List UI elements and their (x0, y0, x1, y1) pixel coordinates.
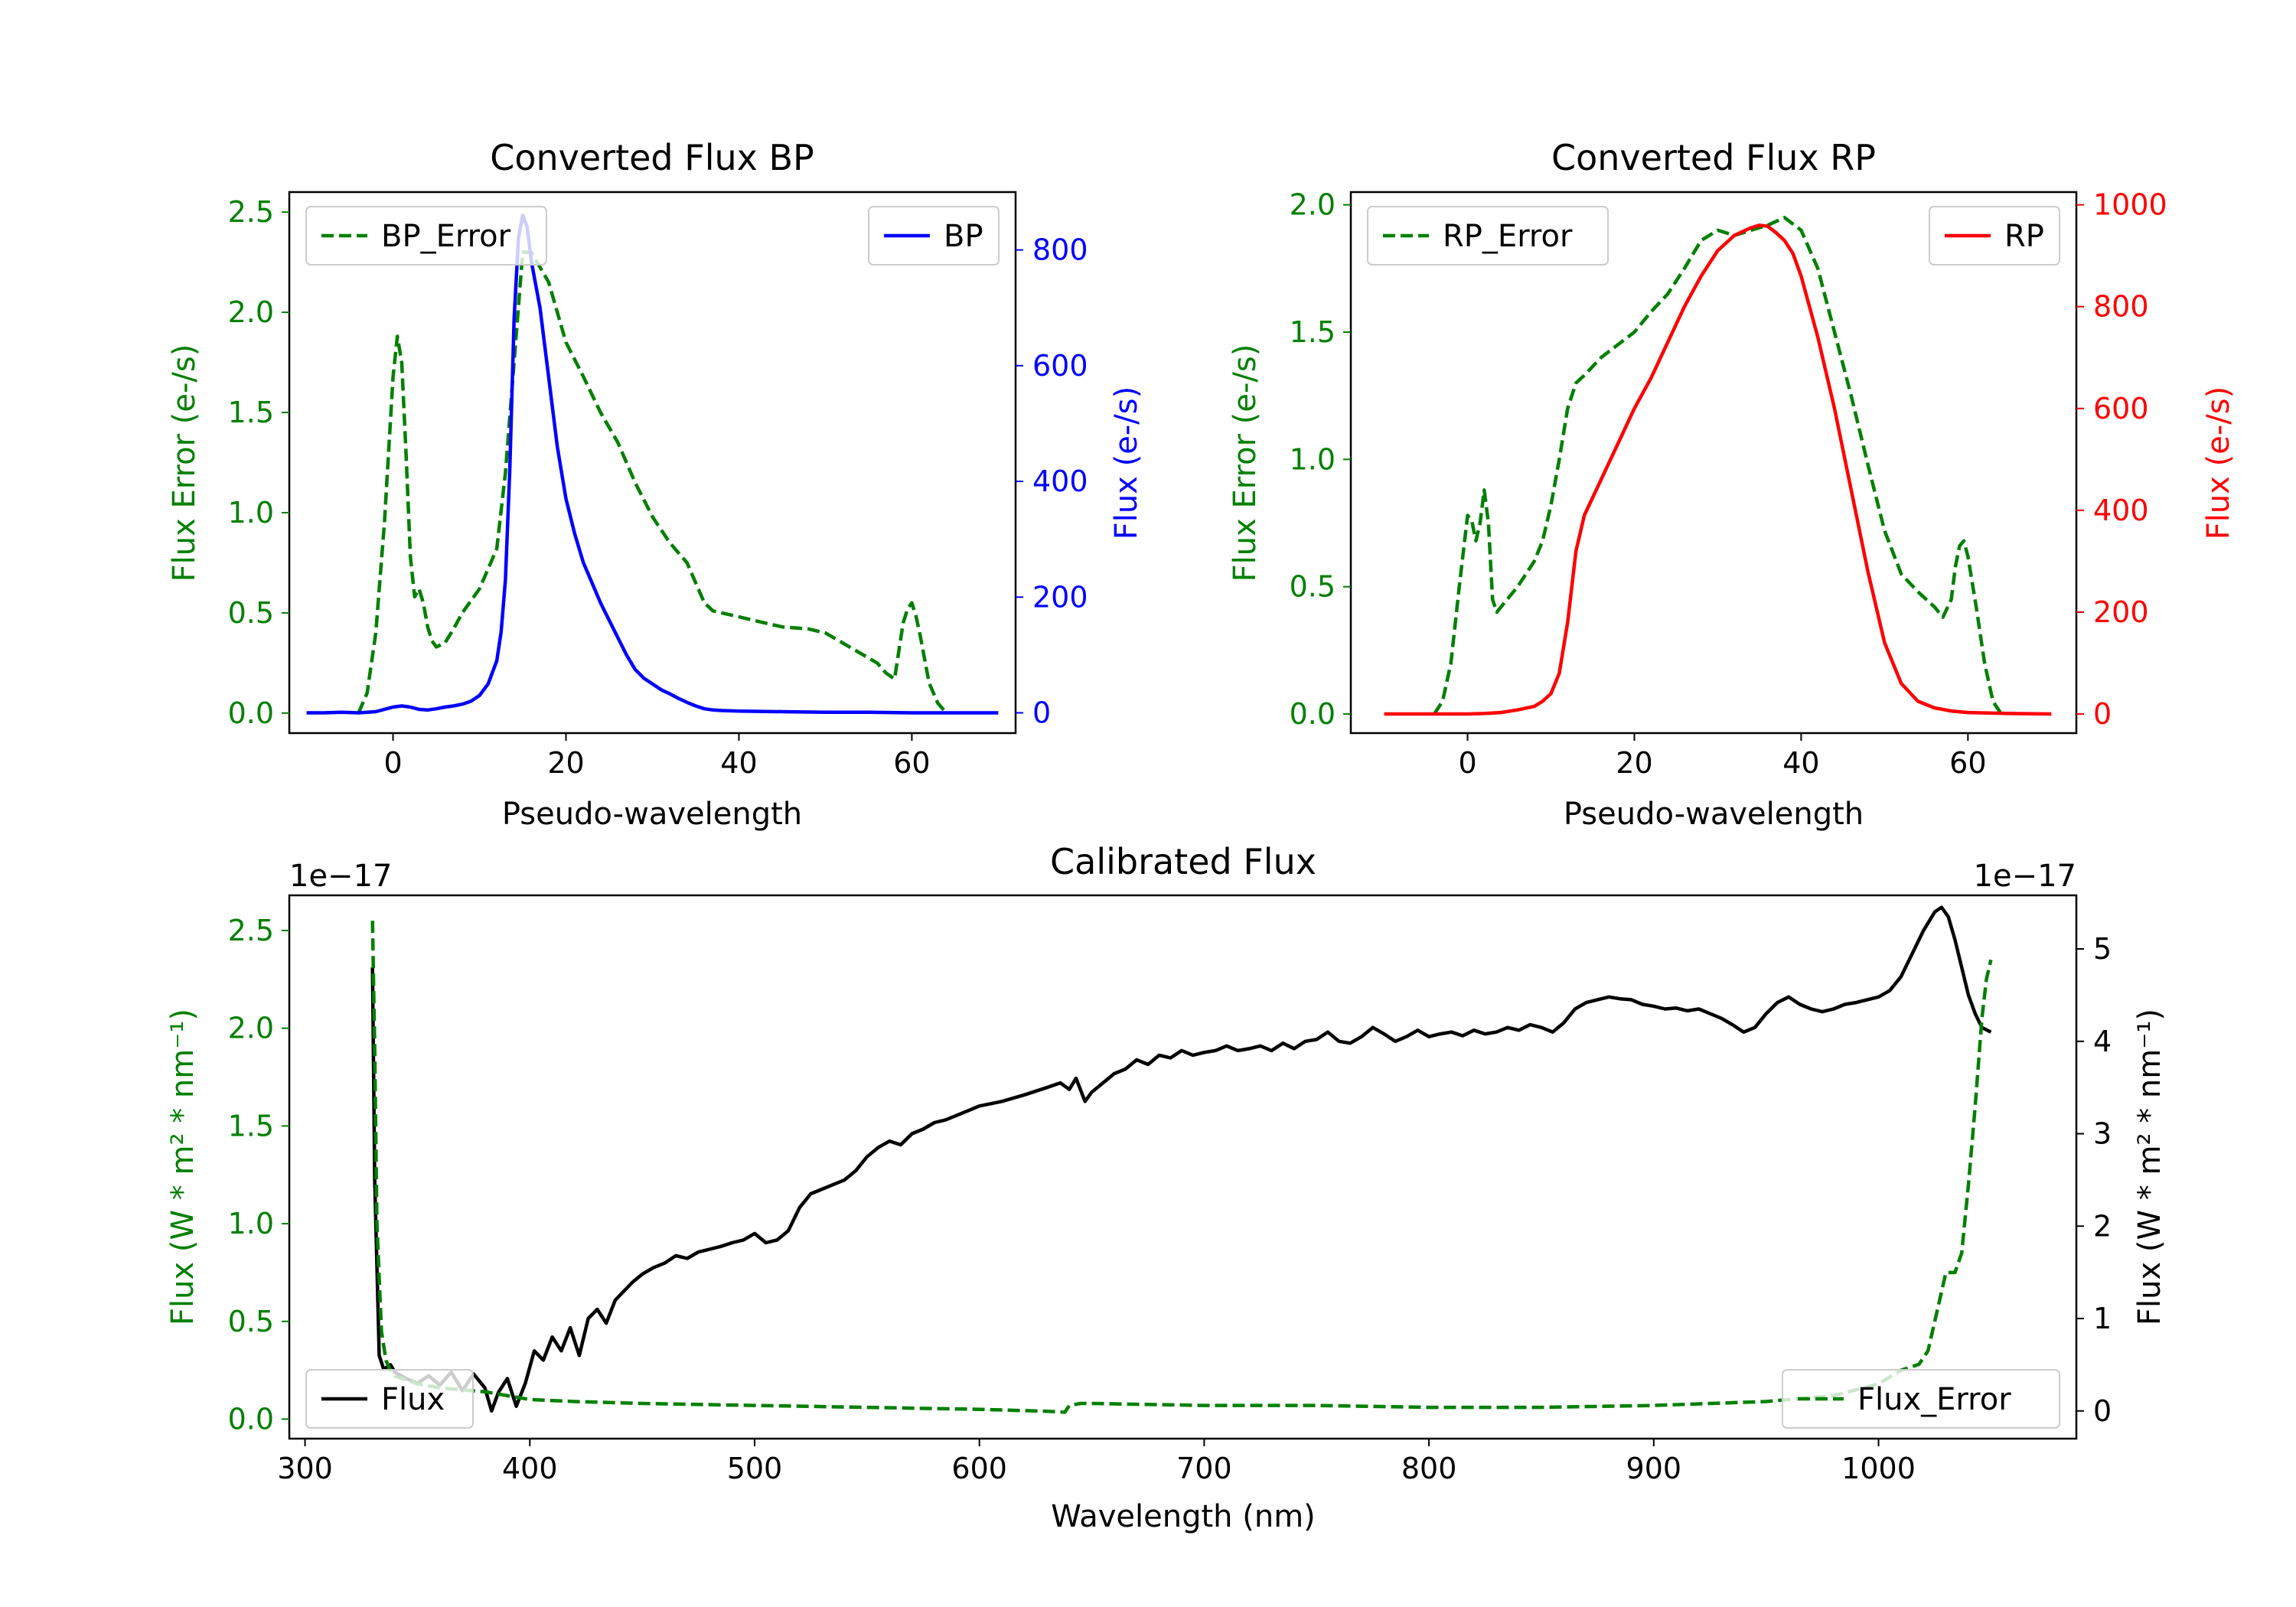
calibrated-legend-flux: Flux (305, 1369, 474, 1429)
rp-legend-rp: RP (1929, 206, 2060, 266)
calibrated-series-flux (370, 905, 1992, 1413)
bp-right-y-tick-label: 0 (1032, 696, 1051, 730)
rp-left-y-tick-label: 2.0 (1290, 188, 1336, 222)
calibrated-left-offset: 1e−17 (289, 859, 392, 894)
calibrated-right-y-tick-label: 5 (2093, 932, 2112, 966)
rp-legend-label: RP_Error (1443, 219, 1573, 254)
calibrated-left-y-tick-label: 1.5 (228, 1109, 274, 1143)
calibrated-x-axis-label: Wavelength (nm) (1051, 1499, 1316, 1534)
calibrated-right-y-tick-label: 1 (2093, 1302, 2112, 1335)
calibrated-x-tick-label: 300 (277, 1452, 333, 1485)
calibrated-right-y-tick-label: 3 (2093, 1117, 2112, 1151)
calibrated-legend-flux-error: Flux_Error (1782, 1369, 2060, 1429)
bp-right-y-tick-label: 800 (1032, 233, 1088, 267)
calibrated-x-tick-label: 500 (727, 1452, 783, 1485)
bp-left-y-tick-label: 1.0 (228, 496, 274, 530)
rp-plot-frame (1349, 191, 2078, 735)
rp-series-rp-error (1433, 216, 2003, 715)
calibrated-left-axis-label: Flux (W * m² * nm⁻¹) (165, 1009, 201, 1325)
bp-left-y-tick-label: 0.5 (228, 596, 274, 630)
calibrated-panel: Calibrated Flux Wavelength (nm) 1e−17 1e… (165, 841, 2167, 1534)
bp-left-y-tick-label: 1.5 (228, 396, 274, 429)
rp-x-tick-label: 20 (1616, 746, 1652, 780)
bp-left-axis-label: Flux Error (e-/s) (167, 344, 202, 582)
bp-x-tick-label: 60 (893, 746, 930, 780)
calibrated-right-axis-label: Flux (W * m² * nm⁻¹) (2132, 1009, 2167, 1325)
rp-right-axis-label: Flux (e-/s) (2201, 386, 2236, 539)
calibrated-plot-frame (288, 894, 2078, 1440)
rp-x-tick-label: 0 (1458, 746, 1476, 780)
calibrated-x-tick-label: 1000 (1841, 1452, 1916, 1485)
calibrated-x-tick-label: 800 (1401, 1452, 1457, 1485)
bp-series-bp (306, 213, 999, 715)
bp-title: Converted Flux BP (490, 137, 814, 178)
calibrated-left-y-tick-label: 2.0 (228, 1012, 274, 1045)
bp-legend-bp: BP (868, 206, 1000, 266)
bp-x-tick-label: 40 (720, 746, 757, 780)
bp-panel: Converted Flux BP Pseudo-wavelength Flux… (167, 137, 1144, 832)
bp-x-tick-label: 20 (547, 746, 584, 780)
rp-right-y-tick-label: 600 (2093, 392, 2149, 425)
calibrated-x-tick-label: 700 (1176, 1452, 1232, 1485)
rp-left-y-tick-label: 1.0 (1290, 442, 1336, 476)
calibrated-title: Calibrated Flux (1050, 841, 1316, 882)
bp-left-y-tick-label: 2.5 (228, 195, 274, 229)
bp-series-bp-error (357, 250, 948, 715)
rp-x-tick-label: 60 (1949, 746, 1986, 780)
calibrated-legend-label: Flux (381, 1382, 445, 1417)
calibrated-left-axis-label-text: Flux (W * m² * nm⁻¹) (165, 1009, 201, 1325)
bp-legend-label: BP (944, 219, 983, 254)
rp-left-y-tick-label: 0.5 (1290, 570, 1336, 604)
rp-legend-rp-error: RP_Error (1367, 206, 1609, 266)
calibrated-right-y-tick-label: 2 (2093, 1209, 2112, 1243)
rp-right-y-tick-label: 200 (2093, 595, 2149, 629)
calibrated-right-axis-label-text: Flux (W * m² * nm⁻¹) (2132, 1009, 2167, 1325)
bp-right-y-tick-label: 600 (1032, 349, 1088, 383)
calibrated-left-y-tick-label: 2.5 (228, 914, 274, 947)
calibrated-x-tick-label: 400 (502, 1452, 558, 1485)
calibrated-left-y-tick-label: 0.5 (228, 1305, 274, 1338)
rp-x-tick-label: 40 (1782, 746, 1819, 780)
calibrated-series-flux-error (370, 921, 1993, 1414)
rp-panel: Converted Flux RP Pseudo-wavelength Flux… (1228, 137, 2236, 832)
calibrated-x-tick-label: 900 (1626, 1452, 1682, 1485)
rp-left-axis-label: Flux Error (e-/s) (1228, 344, 1263, 582)
bp-legend-bp-error: BP_Error (305, 206, 547, 266)
bp-right-axis-label: Flux (e-/s) (1109, 386, 1144, 539)
bp-right-y-tick-label: 400 (1032, 464, 1088, 498)
bp-x-axis-label: Pseudo-wavelength (502, 797, 802, 832)
rp-series-rp (1384, 223, 2052, 716)
calibrated-right-y-tick-label: 0 (2093, 1394, 2112, 1428)
rp-right-y-tick-label: 0 (2093, 697, 2112, 731)
calibrated-left-y-tick-label: 1.0 (228, 1207, 274, 1240)
calibrated-x-tick-label: 600 (951, 1452, 1007, 1485)
rp-right-y-tick-label: 1000 (2093, 188, 2167, 222)
bp-left-y-tick-label: 2.0 (228, 295, 274, 329)
bp-left-y-tick-label: 0.0 (228, 696, 274, 730)
bp-legend-label: BP_Error (381, 219, 511, 254)
rp-right-y-tick-label: 400 (2093, 494, 2149, 527)
rp-x-axis-label: Pseudo-wavelength (1564, 797, 1864, 832)
rp-legend-label: RP (2004, 219, 2044, 254)
bp-x-tick-label: 0 (383, 746, 402, 780)
rp-right-y-tick-label: 800 (2093, 290, 2149, 324)
calibrated-right-offset: 1e−17 (1974, 859, 2076, 894)
calibrated-right-y-tick-label: 4 (2093, 1025, 2112, 1058)
rp-left-y-tick-label: 1.5 (1290, 315, 1336, 349)
rp-left-y-tick-label: 0.0 (1290, 697, 1336, 731)
calibrated-left-y-tick-label: 0.0 (228, 1402, 274, 1436)
calibrated-legend-label: Flux_Error (1857, 1382, 2011, 1417)
bp-right-y-tick-label: 200 (1032, 580, 1088, 614)
bp-plot-frame (288, 191, 1017, 735)
rp-title: Converted Flux RP (1551, 137, 1876, 178)
